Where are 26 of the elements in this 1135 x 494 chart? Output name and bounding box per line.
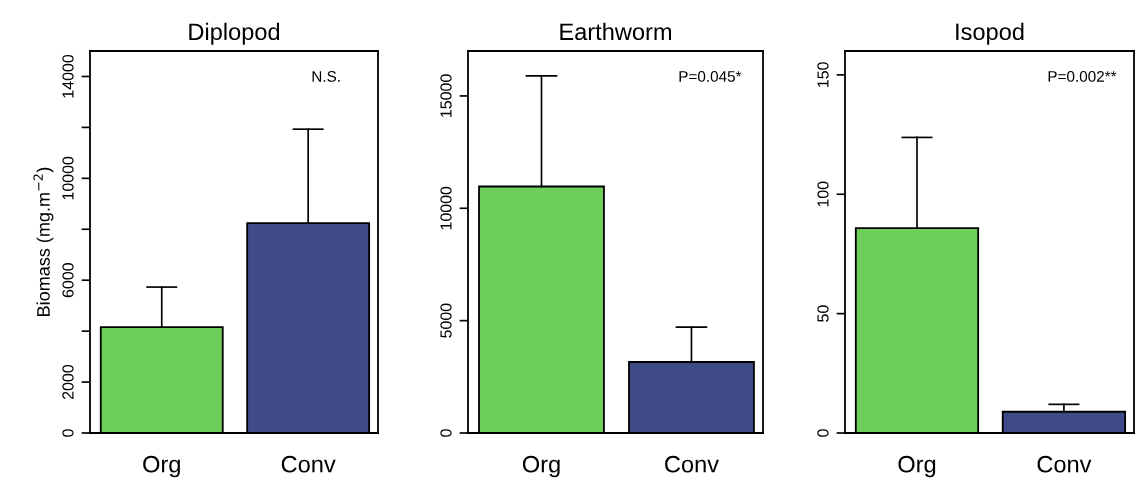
chart-title: Earthworm xyxy=(560,22,672,41)
y-tick-label: 14000 xyxy=(62,54,74,98)
annotation: P=0.045* xyxy=(679,71,742,82)
y-axis-title: Biomass (mg.m$^{−2}$) xyxy=(33,167,54,316)
y-tick-label: 100 xyxy=(817,181,829,207)
y-tick-label: 0 xyxy=(440,429,452,437)
x-tick-label: Conv xyxy=(665,455,719,473)
y-tick-label: 5000 xyxy=(440,303,452,338)
y-tick-label: 10000 xyxy=(62,156,74,200)
x-tick-label: Org xyxy=(898,455,936,478)
y-tick-label: 0 xyxy=(62,429,74,437)
x-tick-label: Conv xyxy=(281,455,336,473)
chart-title: Diplopod xyxy=(189,22,280,45)
y-tick-label: 150 xyxy=(817,62,829,87)
annotation: N.S. xyxy=(312,71,340,82)
y-tick-label: 15000 xyxy=(440,74,452,117)
x-tick-label: Conv xyxy=(1037,455,1092,473)
y-tick-label: 10000 xyxy=(440,186,452,230)
y-tick-label: 50 xyxy=(817,305,829,322)
annotation: P=0.002** xyxy=(1048,71,1117,82)
x-tick-label: Org xyxy=(143,455,180,478)
y-tick-label: 2000 xyxy=(62,364,74,400)
y-tick-label: 0 xyxy=(817,429,829,437)
chart-title: Isopod xyxy=(956,22,1024,45)
x-tick-label: Org xyxy=(522,455,560,478)
y-tick-label: 6000 xyxy=(62,263,74,298)
